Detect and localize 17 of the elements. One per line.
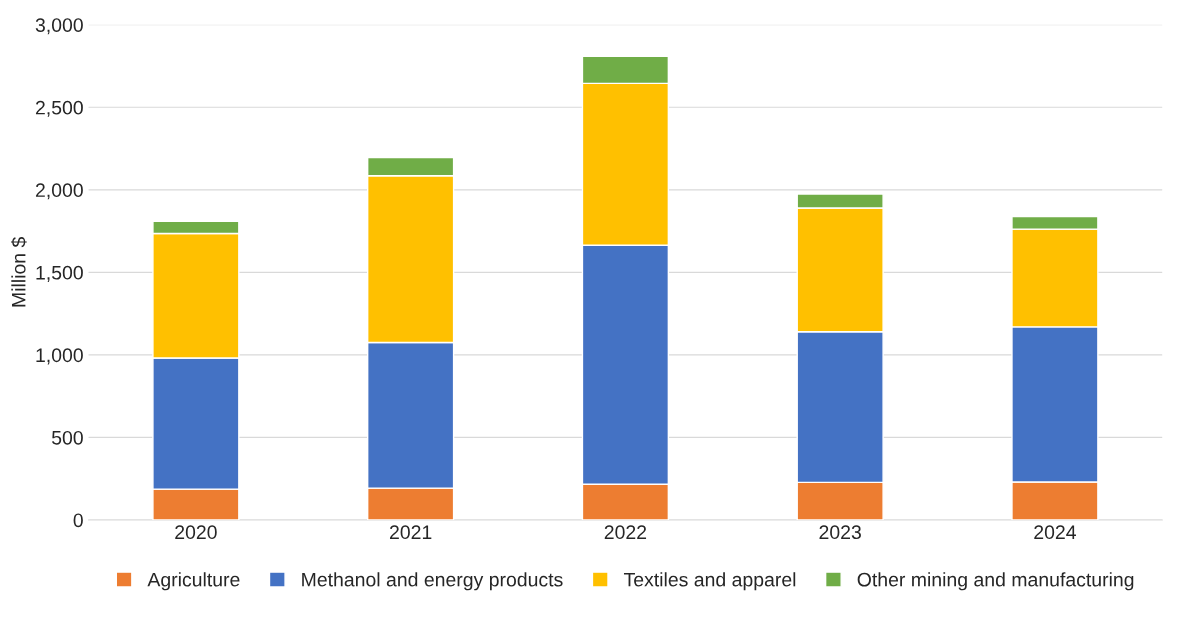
y-tick-label: 0: [73, 513, 83, 528]
legend-label: Methanol and energy products: [302, 572, 563, 591]
y-tick-label: 3,000: [35, 18, 83, 35]
y-axis-title: Million $: [11, 237, 27, 307]
x-tick-label: 2024: [1034, 525, 1076, 540]
legend-label: Other mining and manufacturing: [857, 572, 1134, 591]
y-tick-label: 1,500: [36, 265, 83, 282]
x-tick-label: 2021: [389, 525, 432, 540]
legend-label: Agriculture: [147, 572, 240, 591]
legend-label: Textiles and apparel: [623, 572, 796, 591]
x-tick-label: 2022: [604, 525, 647, 540]
y-tick-label: 500: [51, 430, 83, 445]
x-tick-label: 2020: [175, 525, 217, 540]
x-tick-label: 2023: [819, 525, 861, 540]
y-tick-label: 2,500: [35, 100, 83, 117]
y-tick-label: 2,000: [35, 183, 83, 200]
y-tick-label: 1,000: [36, 348, 83, 365]
